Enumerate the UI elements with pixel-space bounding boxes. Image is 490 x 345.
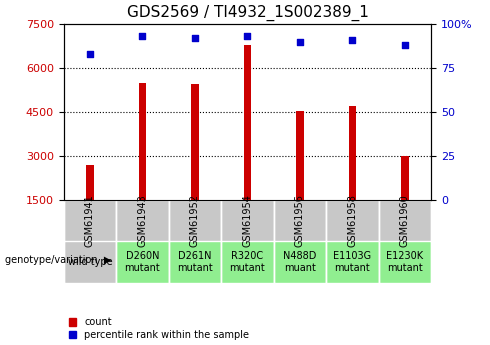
Bar [116,241,169,283]
Bar [86,165,94,200]
Text: GSM61956: GSM61956 [295,194,305,247]
Text: wild type: wild type [68,257,112,267]
Bar [326,200,379,242]
Text: N488D
muant: N488D muant [283,251,317,273]
Bar [221,241,274,283]
Text: E1230K
mutant: E1230K mutant [387,251,423,273]
Bar [64,200,116,242]
Point [401,42,409,48]
Bar [379,241,431,283]
Bar [348,106,356,200]
Bar [116,200,169,242]
Title: GDS2569 / TI4932_1S002389_1: GDS2569 / TI4932_1S002389_1 [126,5,368,21]
Bar [191,84,199,200]
Text: GSM61952: GSM61952 [190,194,200,247]
Bar [296,111,304,200]
Text: R320C
mutant: R320C mutant [230,251,265,273]
Text: D260N
mutant: D260N mutant [124,251,160,273]
Bar [169,241,221,283]
Legend: count, percentile rank within the sample: count, percentile rank within the sample [69,317,249,340]
Text: D261N
mutant: D261N mutant [177,251,213,273]
Text: GSM61958: GSM61958 [347,194,357,247]
Bar [274,200,326,242]
Bar [64,241,116,283]
Text: GSM61941: GSM61941 [85,195,95,247]
Point [296,39,304,45]
Text: E1103G
mutant: E1103G mutant [333,251,371,273]
Bar [169,200,221,242]
Text: GSM61960: GSM61960 [400,195,410,247]
Bar [379,200,431,242]
Bar [244,45,251,200]
Bar [401,156,409,200]
Bar [274,241,326,283]
Point [139,34,147,39]
Bar [139,83,147,200]
Point [86,51,94,57]
Bar [326,241,379,283]
Point [244,34,251,39]
Text: genotype/variation  ▶: genotype/variation ▶ [5,256,111,265]
Text: GSM61943: GSM61943 [138,195,147,247]
Point [348,37,356,43]
Point [191,36,199,41]
Bar [221,200,274,242]
Text: GSM61954: GSM61954 [243,194,252,247]
